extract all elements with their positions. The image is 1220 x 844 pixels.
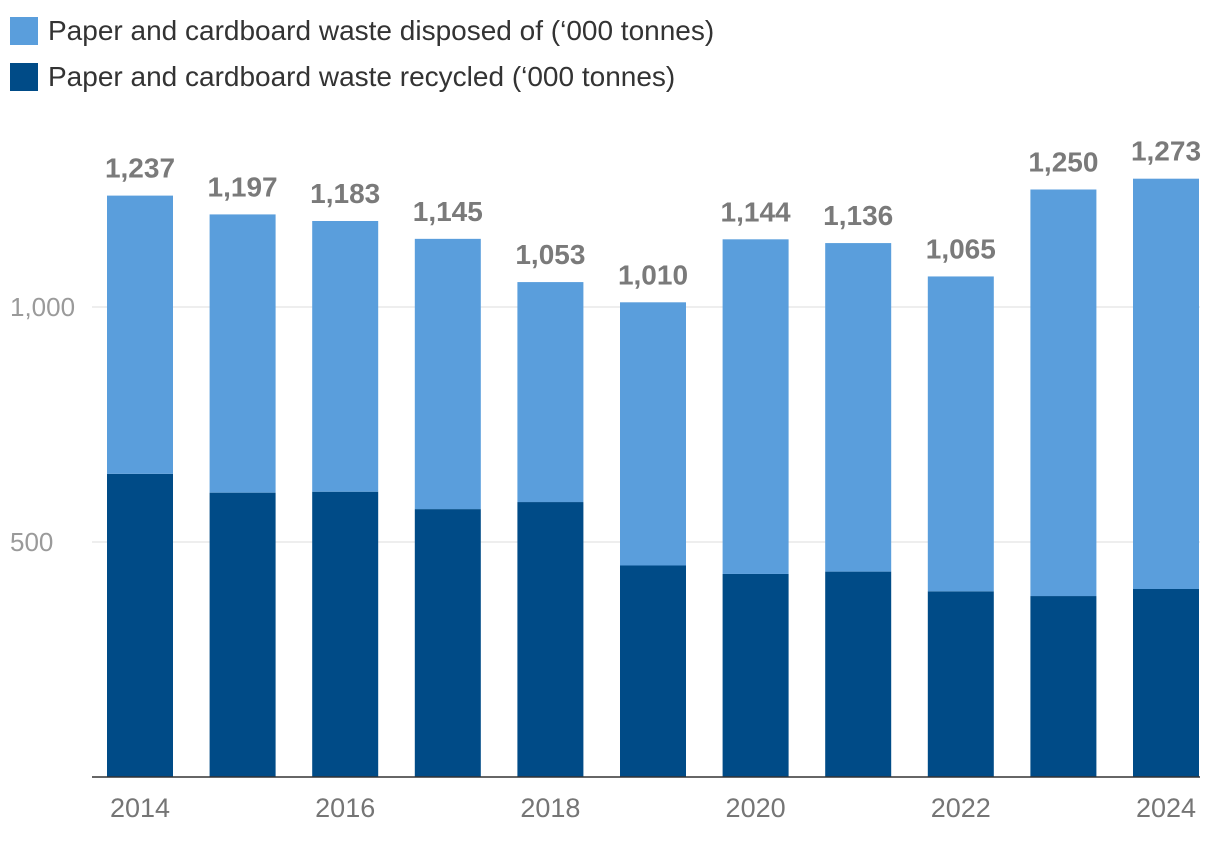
total-label-2024: 1,273 bbox=[1131, 136, 1201, 167]
legend: Paper and cardboard waste disposed of (‘… bbox=[10, 8, 714, 100]
legend-item-recycled: Paper and cardboard waste recycled (‘000… bbox=[10, 54, 714, 100]
x-tick-label-2014: 2014 bbox=[110, 793, 170, 823]
total-label-2014: 1,237 bbox=[105, 153, 175, 184]
bar-disposed-2024 bbox=[1133, 178, 1199, 589]
x-tick-label-2022: 2022 bbox=[931, 793, 991, 823]
bar-disposed-2016 bbox=[312, 220, 379, 492]
legend-label-disposed: Paper and cardboard waste disposed of (‘… bbox=[48, 15, 715, 46]
y-tick-label-1000: 1,000 bbox=[10, 292, 75, 322]
total-label-2019: 1,010 bbox=[618, 259, 688, 290]
legend-swatch-disposed bbox=[10, 17, 38, 45]
total-label-2023: 1,250 bbox=[1028, 147, 1098, 178]
bar-recycled-2014 bbox=[107, 473, 173, 777]
bar-recycled-2020 bbox=[722, 573, 789, 777]
x-tick-label-2024: 2024 bbox=[1136, 793, 1196, 823]
total-label-2017: 1,145 bbox=[413, 196, 483, 227]
x-tick-label-2018: 2018 bbox=[520, 793, 580, 823]
bar-recycled-2019 bbox=[620, 565, 686, 777]
total-label-2016: 1,183 bbox=[310, 178, 380, 209]
bar-disposed-2014 bbox=[107, 195, 173, 474]
bar-disposed-2020 bbox=[722, 239, 789, 574]
bar-recycled-2018 bbox=[517, 502, 584, 777]
total-label-2018: 1,053 bbox=[515, 239, 585, 270]
bar-disposed-2019 bbox=[620, 302, 686, 566]
bar-recycled-2016 bbox=[312, 491, 379, 777]
legend-label-recycled: Paper and cardboard waste recycled (‘000… bbox=[48, 61, 676, 92]
x-tick-label-2020: 2020 bbox=[726, 793, 786, 823]
total-label-2022: 1,065 bbox=[926, 233, 996, 264]
bar-disposed-2015 bbox=[209, 214, 276, 493]
total-label-2021: 1,136 bbox=[823, 200, 893, 231]
legend-item-disposed: Paper and cardboard waste disposed of (‘… bbox=[10, 8, 714, 54]
bar-disposed-2018 bbox=[517, 282, 584, 503]
bar-disposed-2023 bbox=[1030, 189, 1097, 597]
bar-recycled-2017 bbox=[414, 509, 481, 777]
total-label-2015: 1,197 bbox=[208, 171, 278, 202]
y-tick-label-500: 500 bbox=[10, 527, 53, 557]
x-tick-label-2016: 2016 bbox=[315, 793, 375, 823]
bar-recycled-2023 bbox=[1030, 596, 1097, 777]
bar-disposed-2022 bbox=[927, 276, 994, 592]
bar-disposed-2017 bbox=[414, 238, 481, 510]
bar-disposed-2021 bbox=[825, 243, 892, 572]
total-label-2020: 1,144 bbox=[721, 196, 791, 227]
bar-recycled-2015 bbox=[209, 492, 276, 777]
bar-recycled-2022 bbox=[927, 591, 994, 777]
legend-swatch-recycled bbox=[10, 63, 38, 91]
bar-recycled-2024 bbox=[1133, 589, 1199, 777]
bar-recycled-2021 bbox=[825, 571, 892, 777]
